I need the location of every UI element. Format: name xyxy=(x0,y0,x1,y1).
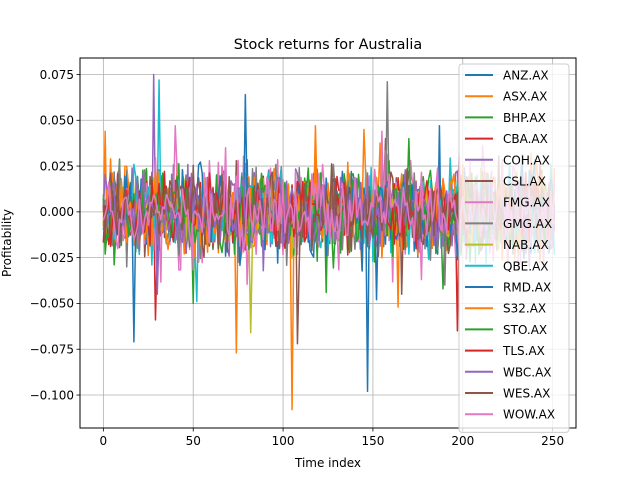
y-tick-label: 0.050 xyxy=(40,114,74,128)
axis-ticks: 0 50 100 150 200 250 −0.100 −0.075 −0.050 −0.025 0… xyxy=(30,68,565,448)
legend-label: FMG.AX xyxy=(503,196,550,210)
y-tick-label: 0.075 xyxy=(40,68,74,82)
y-tick-label: −0.050 xyxy=(30,297,74,311)
chart-title: Stock returns for Australia xyxy=(234,37,423,53)
legend-label: CSL.AX xyxy=(503,175,546,189)
legend-label: RMD.AX xyxy=(503,281,551,295)
legend: ANZ.AX ASX.AX BHP.AX CBA.AX COH.AX CSL.AX FMG.… xyxy=(458,63,570,433)
legend-label: WBC.AX xyxy=(503,365,552,379)
x-axis-label: Time index xyxy=(294,456,361,470)
x-tick-label: 100 xyxy=(272,434,295,448)
legend-label: WOW.AX xyxy=(503,408,555,422)
legend-label: QBE.AX xyxy=(503,259,549,273)
legend-label: S32.AX xyxy=(503,302,546,316)
legend-label: WES.AX xyxy=(503,387,550,401)
y-tick-label: 0.000 xyxy=(40,205,74,219)
legend-label: ASX.AX xyxy=(503,90,547,104)
legend-label: STO.AX xyxy=(503,323,547,337)
x-tick-label: 200 xyxy=(451,434,474,448)
legend-label: TLS.AX xyxy=(502,344,545,358)
x-tick-label: 150 xyxy=(361,434,384,448)
legend-label: GMG.AX xyxy=(503,217,552,231)
legend-box xyxy=(458,63,570,433)
x-tick-label: 250 xyxy=(541,434,564,448)
legend-label: COH.AX xyxy=(503,153,550,167)
x-tick-label: 50 xyxy=(186,434,201,448)
y-axis-label: Profitability xyxy=(0,209,14,277)
legend-label: CBA.AX xyxy=(503,132,548,146)
plot-frame xyxy=(79,57,577,429)
legend-label: BHP.AX xyxy=(503,111,546,125)
legend-label: NAB.AX xyxy=(503,238,549,252)
y-tick-label: −0.075 xyxy=(30,343,74,357)
x-tick-label: 0 xyxy=(100,434,108,448)
y-tick-label: −0.025 xyxy=(30,251,74,265)
y-tick-label: −0.100 xyxy=(30,388,74,402)
y-tick-label: 0.025 xyxy=(40,159,74,173)
legend-label: ANZ.AX xyxy=(503,69,549,83)
